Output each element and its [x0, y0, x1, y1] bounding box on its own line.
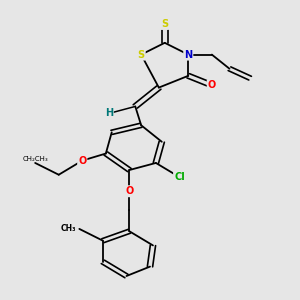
Text: O: O [125, 186, 134, 196]
Text: N: N [184, 50, 192, 60]
Text: S: S [161, 19, 168, 29]
Text: CH₃: CH₃ [61, 224, 76, 233]
Text: Cl: Cl [174, 172, 185, 182]
Text: H: H [105, 109, 113, 118]
Text: CH₂CH₃: CH₂CH₃ [22, 156, 48, 162]
Text: O: O [208, 80, 216, 90]
Text: S: S [138, 50, 145, 60]
Text: O: O [78, 156, 86, 166]
